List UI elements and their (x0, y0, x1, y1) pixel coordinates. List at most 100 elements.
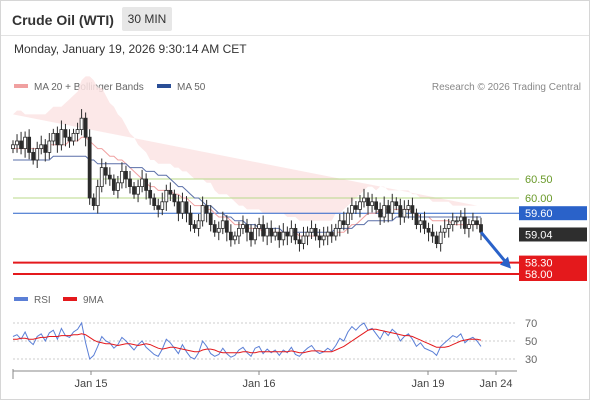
candle (257, 217, 262, 237)
candle (313, 223, 318, 241)
candle-body (313, 227, 318, 237)
candle-body (79, 117, 84, 130)
candle (124, 165, 128, 189)
candle (208, 205, 213, 232)
candle-body (390, 201, 395, 214)
rsi-tick-label-30: 30 (525, 354, 537, 366)
candle (59, 120, 64, 151)
candle-body (192, 224, 197, 229)
legend-rsi: RSI (14, 295, 51, 306)
candle-body (228, 231, 233, 241)
timeframe-button[interactable]: 30 MIN (122, 7, 172, 31)
candle (71, 128, 76, 146)
candle (67, 129, 72, 148)
candle (204, 199, 209, 223)
candle-body (309, 227, 314, 233)
candle-body (11, 144, 15, 150)
level-label-59.60: 59.60 (525, 208, 553, 220)
candle-body (164, 189, 169, 203)
candle (249, 224, 253, 247)
candle (261, 215, 266, 242)
candle (192, 220, 197, 233)
candle (136, 179, 140, 203)
x-tick-label-1: Jan 16 (242, 378, 275, 390)
candle (406, 199, 411, 219)
x-tick-label-2: Jan 19 (411, 378, 444, 390)
candle (91, 193, 96, 211)
candle-body (434, 235, 439, 244)
candle-body (362, 197, 366, 203)
candle (156, 198, 161, 218)
candle-body (479, 224, 483, 233)
candle (115, 175, 120, 199)
candle (382, 196, 387, 223)
candle (152, 193, 157, 211)
candle (462, 207, 467, 235)
bollinger-band (13, 76, 477, 221)
candle (333, 223, 338, 241)
candle (75, 122, 80, 142)
candle (354, 201, 358, 214)
candle-body (232, 235, 237, 241)
candle-body (458, 216, 463, 222)
candle-body (317, 235, 322, 241)
candle (265, 222, 270, 246)
candle (370, 193, 374, 213)
candle-body (349, 205, 354, 214)
candle (273, 227, 278, 241)
candle-body (188, 212, 193, 225)
candle-body (128, 178, 132, 187)
level-label-58.00: 58.00 (525, 269, 553, 281)
legend-swatch-9ma (63, 297, 77, 302)
header-bar: Crude Oil (WTI) 30 MIN (1, 1, 589, 36)
candle-body (43, 144, 48, 153)
candle-body (71, 132, 76, 142)
candle-body (124, 170, 128, 180)
candle-body (160, 201, 165, 210)
level-label-58.30: 58.30 (525, 258, 553, 270)
candle (19, 131, 23, 155)
candle-body (136, 186, 140, 195)
candle-body (237, 227, 241, 237)
level-label-bg-58.30 (519, 255, 587, 270)
candle (321, 226, 326, 246)
candle (99, 158, 104, 193)
candle (366, 192, 370, 215)
rsi-tick-label-70: 70 (525, 318, 537, 330)
research-credit: Research © 2026 Trading Central (431, 82, 581, 93)
candle-body (430, 231, 435, 237)
candle (479, 217, 483, 241)
x-tick-label-3: Jan 24 (479, 378, 512, 390)
candle-body (91, 197, 96, 206)
candle-body (329, 231, 334, 237)
candle (414, 208, 419, 230)
candle (200, 196, 205, 227)
candle-body (176, 201, 181, 214)
candle (458, 210, 463, 229)
candle (410, 197, 415, 221)
level-label-60.00: 60.00 (525, 193, 553, 205)
candle (349, 197, 354, 221)
level-label-bg-58.00 (519, 267, 587, 281)
candle-body (55, 132, 60, 146)
candle (95, 179, 100, 214)
candle (277, 225, 282, 248)
timestamp: Monday, January 19, 2026 9:30:14 AM CET (14, 42, 247, 56)
candle-body (301, 235, 306, 244)
candle-body (297, 239, 302, 245)
candle (305, 226, 310, 246)
candle-body (168, 189, 173, 195)
candle-body (35, 148, 40, 161)
candle (103, 161, 108, 185)
candle (394, 197, 399, 211)
candle-body (249, 231, 253, 241)
candle-body (466, 224, 471, 229)
candle (241, 215, 245, 235)
candle-body (257, 224, 262, 229)
candle-body (325, 231, 330, 237)
candle-body (442, 227, 447, 233)
candle (398, 198, 403, 225)
candle-body (172, 193, 177, 203)
legend-9ma: 9MA (63, 295, 104, 306)
candle-body (406, 205, 411, 210)
